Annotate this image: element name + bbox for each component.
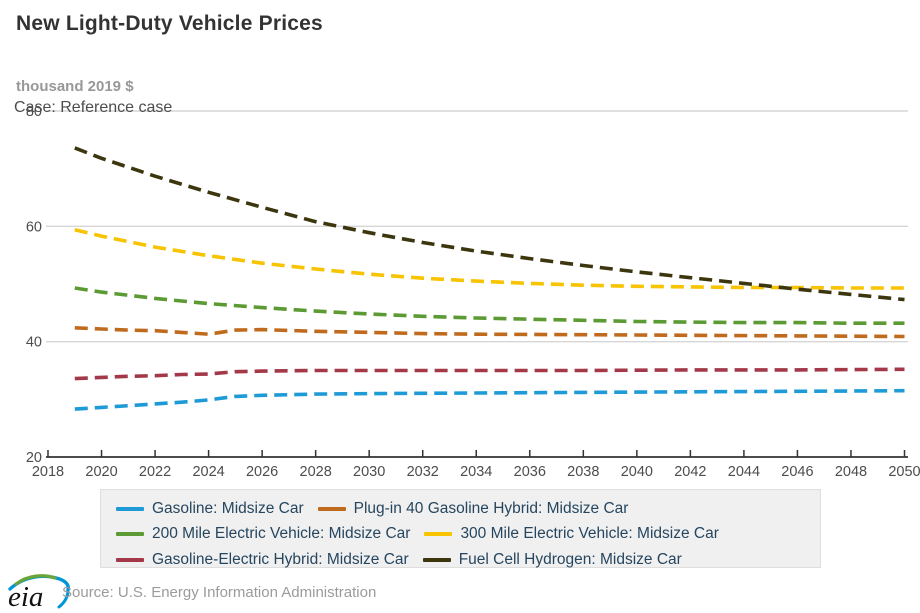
legend-item-gasoline-electric-hybrid-midsize-car: Gasoline-Electric Hybrid: Midsize Car <box>116 551 409 569</box>
legend-row-2: 200 Mile Electric Vehicle: Midsize Car 30… <box>116 522 820 548</box>
series-line-plug-in-40-gasoline-hybrid-midsize-car <box>74 326 905 339</box>
x-tick-label-2022: 2022 <box>139 464 171 480</box>
x-tick-label-2018: 2018 <box>32 464 64 480</box>
x-tick-label-2020: 2020 <box>85 464 117 480</box>
legend-swatch <box>116 506 144 511</box>
legend-label: 300 Mile Electric Vehicle: Midsize Car <box>460 525 719 543</box>
legend-swatch <box>116 532 144 537</box>
legend-label: Fuel Cell Hydrogen: Midsize Car <box>458 550 682 568</box>
x-tick-label-2036: 2036 <box>514 464 546 480</box>
series-line-gasoline-electric-hybrid-midsize-car <box>74 367 905 381</box>
legend-swatch <box>317 506 346 511</box>
x-tick-label-2034: 2034 <box>460 464 492 480</box>
eia-logo: eia <box>8 574 70 611</box>
legend-row-1: Gasoline: Midsize Car Plug-in 40 Gasoline… <box>116 496 820 522</box>
legend-swatch <box>424 532 453 537</box>
source-text: Source: U.S. Energy Information Administ… <box>62 584 377 601</box>
x-tick-label-2030: 2030 <box>353 464 385 480</box>
legend-item-gasoline-midsize-car: Gasoline: Midsize Car <box>116 500 304 518</box>
eia-logo-blue-tail <box>57 588 70 609</box>
page-title: New Light-Duty Vehicle Prices <box>16 12 323 35</box>
x-tick-label-2050: 2050 <box>888 464 920 480</box>
legend-item-200-mile-electric-vehicle-midsize-car: 200 Mile Electric Vehicle: Midsize Car <box>116 525 410 543</box>
y-tick-label-60: 60 <box>26 219 42 235</box>
source-row: eia Source: U.S. Energy Information Admi… <box>0 570 920 613</box>
case-label: Case: Reference case <box>14 99 173 116</box>
x-tick-label-2024: 2024 <box>192 464 224 480</box>
legend-swatch <box>422 557 451 562</box>
legend-row-3: Gasoline-Electric Hybrid: Midsize Car Fue… <box>116 547 820 573</box>
x-tick-label-2042: 2042 <box>674 464 706 480</box>
y-tick-label-40: 40 <box>26 335 42 351</box>
series-line-200-mile-electric-vehicle-midsize-car <box>74 286 905 326</box>
x-tick-label-2032: 2032 <box>407 464 439 480</box>
x-tick-label-2044: 2044 <box>728 464 760 480</box>
x-tick-label-2028: 2028 <box>300 464 332 480</box>
y-axis-unit-label: thousand 2019 $ <box>16 78 134 95</box>
legend-label: 200 Mile Electric Vehicle: Midsize Car <box>152 525 411 543</box>
x-tick-label-2048: 2048 <box>835 464 867 480</box>
y-tick-label-80: 80 <box>26 104 42 120</box>
series-line-fuel-cell-hydrogen-midsize-car <box>74 146 905 302</box>
legend-label: Gasoline-Electric Hybrid: Midsize Car <box>152 550 409 568</box>
legend-item-300-mile-electric-vehicle-midsize-car: 300 Mile Electric Vehicle: Midsize Car <box>424 525 719 543</box>
chart-legend: Gasoline: Midsize Car Plug-in 40 Gasoline… <box>100 489 821 568</box>
series-line-gasoline-midsize-car <box>74 388 905 411</box>
x-tick-label-2040: 2040 <box>621 464 653 480</box>
legend-label: Gasoline: Midsize Car <box>152 499 304 517</box>
legend-swatch <box>116 557 144 562</box>
x-tick-label-2038: 2038 <box>567 464 599 480</box>
series-line-300-mile-electric-vehicle-midsize-car <box>74 228 905 290</box>
legend-item-plug-in-40-gasoline-hybrid-midsize-car: Plug-in 40 Gasoline Hybrid: Midsize Car <box>317 499 629 518</box>
x-tick-label-2026: 2026 <box>246 464 278 480</box>
legend-item-fuel-cell-hydrogen-midsize-car: Fuel Cell Hydrogen: Midsize Car <box>422 550 682 569</box>
eia-logo-green-swoosh <box>14 574 57 586</box>
eia-logo-text: eia <box>8 581 43 611</box>
y-tick-label-20: 20 <box>26 450 42 466</box>
x-tick-label-2046: 2046 <box>781 464 813 480</box>
legend-label: Plug-in 40 Gasoline Hybrid: Midsize Car <box>353 499 629 517</box>
